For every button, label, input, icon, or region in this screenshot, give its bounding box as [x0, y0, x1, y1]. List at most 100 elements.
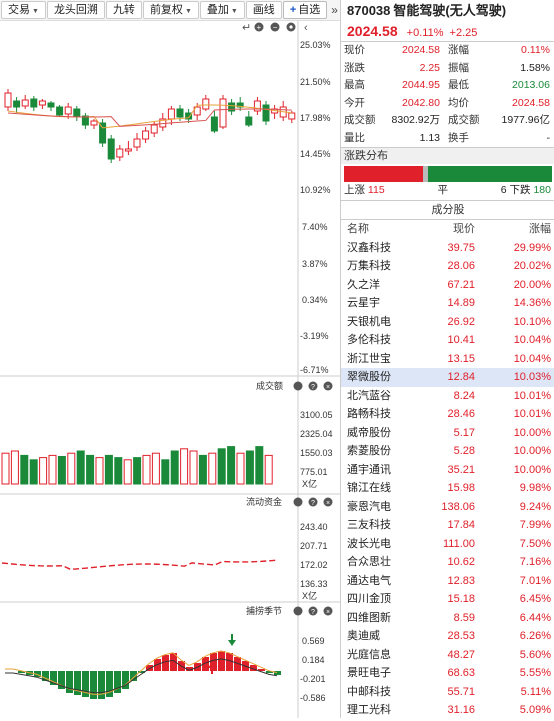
col-name[interactable]: 名称 [347, 223, 369, 235]
help-icon[interactable] [308, 497, 318, 507]
volume-axis-label: 775.01 [300, 467, 328, 477]
close-icon[interactable] [323, 497, 333, 507]
table-row[interactable]: 翠微股份 12.84 10.03% [341, 368, 554, 387]
stock-change: 5.09% [519, 704, 551, 716]
nine-turn-button[interactable]: 九转 [105, 1, 142, 19]
up-label: 上涨 [344, 184, 365, 196]
table-row[interactable]: 合众思壮 10.62 7.16% [341, 553, 554, 572]
table-row[interactable]: 光庭信息 48.27 5.60% [341, 646, 554, 665]
table-row[interactable]: 锦江在线 15.98 9.98% [341, 479, 554, 498]
add-watchlist-button[interactable]: + 自选 [282, 1, 328, 19]
chevron-left-icon[interactable]: ‹ [304, 22, 308, 34]
arrow-up-icon [208, 662, 216, 668]
settings-icon[interactable] [293, 606, 303, 616]
stock-change: 10.10% [513, 315, 551, 328]
stock-price: 5.17 [453, 426, 475, 439]
flow-axis: 243.40 207.71 172.02 136.33 X亿 [300, 522, 328, 601]
zoom-out-icon[interactable] [270, 22, 280, 32]
table-row[interactable]: 豪恩汽电 138.06 9.24% [341, 498, 554, 517]
table-row[interactable]: 多伦科技 10.41 10.04% [341, 331, 554, 350]
leader-backtrack-button[interactable]: 龙头回溯 [46, 1, 105, 19]
zoom-in-icon[interactable] [254, 22, 264, 32]
distribution-bar [344, 166, 552, 182]
table-row[interactable]: 北汽蓝谷 8.24 10.01% [341, 387, 554, 406]
volume-panel-header: 成交额 ? × [256, 380, 333, 391]
stat-value: 1977.96亿 [501, 114, 550, 126]
stock-price: 8.59 [453, 611, 475, 624]
flat-count: 6 [500, 184, 507, 196]
kline-chart[interactable]: ↵ + − ‹ 25.03% 21.50% 17.98% 14.45% 10.9… [0, 21, 340, 718]
stock-change: 6.26% [519, 630, 551, 642]
change-value: +2.25 [449, 27, 478, 39]
return-icon[interactable]: ↵ [242, 22, 251, 34]
osc-line-1 [5, 650, 278, 695]
table-row[interactable]: 四维图新 8.59 6.44% [341, 609, 554, 628]
stat-value: - [546, 131, 551, 144]
volume-axis-label: 3100.05 [300, 410, 333, 420]
up-bar [344, 166, 424, 182]
price-axis-label: 10.92% [300, 185, 331, 195]
col-change[interactable]: 涨幅 [529, 223, 551, 235]
osc-axis-label: -0.586 [300, 693, 326, 703]
settings-icon[interactable] [293, 497, 303, 507]
trade-button[interactable]: 交易 ▼ [1, 1, 46, 19]
flow-axis-unit: X亿 [302, 590, 317, 601]
table-row[interactable]: 景旺电子 68.63 5.55% [341, 664, 554, 683]
help-icon[interactable] [308, 606, 318, 616]
stock-price: 12.83 [447, 574, 475, 587]
table-row[interactable]: 通达电气 12.83 7.01% [341, 572, 554, 591]
index-header: 870038 智能驾驶(无人驾驶) [341, 0, 554, 21]
table-row[interactable]: 奥迪威 28.53 6.26% [341, 627, 554, 646]
table-row[interactable]: 通宇通讯 35.21 10.00% [341, 461, 554, 480]
stock-name: 豪恩汽电 [347, 500, 391, 513]
table-row[interactable]: 云星宇 14.89 14.36% [341, 294, 554, 313]
flow-axis-label: 207.71 [300, 541, 328, 551]
table-row[interactable]: 中邮科技 55.71 5.11% [341, 683, 554, 702]
stock-change: 5.60% [519, 648, 551, 661]
col-price[interactable]: 现价 [453, 223, 475, 235]
table-row[interactable]: 三友科技 17.84 7.99% [341, 516, 554, 535]
change-percent: +0.11% [406, 27, 444, 39]
stock-change: 7.01% [519, 574, 551, 587]
table-row[interactable]: 威帝股份 5.17 10.00% [341, 424, 554, 443]
svg-text:−: − [273, 23, 278, 32]
table-row[interactable]: 久之洋 67.21 20.00% [341, 276, 554, 295]
stock-name: 奥迪威 [347, 630, 380, 642]
price-axis-label: 25.03% [300, 40, 331, 50]
table-row[interactable]: 波长光电 111.00 7.50% [341, 535, 554, 554]
settings-icon[interactable] [293, 381, 303, 391]
chart-area[interactable]: ↵ + − ‹ 25.03% 21.50% 17.98% 14.45% 10.9… [0, 21, 340, 718]
draw-line-button[interactable]: 画线 [245, 1, 282, 19]
table-row[interactable]: 汉鑫科技 39.75 29.99% [341, 239, 554, 258]
stat-label: 振幅 [448, 61, 469, 74]
distribution-labels: 上涨 115 平 6 下跌 180 [341, 182, 554, 198]
osc-axis-label: -0.201 [300, 674, 326, 684]
stock-price: 12.84 [447, 371, 475, 383]
help-icon[interactable] [308, 381, 318, 391]
svg-text:?: ? [311, 384, 315, 391]
stock-name: 理工光科 [347, 704, 391, 716]
table-row[interactable]: 路畅科技 28.46 10.01% [341, 405, 554, 424]
more-icon[interactable]: » [331, 3, 338, 17]
stock-name: 光庭信息 [347, 648, 391, 661]
flat-bar [423, 166, 428, 182]
table-row[interactable]: 四川金顶 15.18 6.45% [341, 590, 554, 609]
table-row[interactable]: 理工光科 31.16 5.09% [341, 701, 554, 720]
overlay-button[interactable]: 叠加 ▼ [199, 1, 245, 19]
stock-price: 15.98 [447, 482, 475, 494]
osc-axis-label: 0.569 [302, 636, 325, 646]
table-row[interactable]: 索菱股份 5.28 10.00% [341, 442, 554, 461]
stock-change: 10.00% [513, 463, 551, 476]
candlestick-series [4, 89, 296, 163]
table-row[interactable]: 浙江世宝 13.15 10.04% [341, 350, 554, 369]
close-icon[interactable] [323, 381, 333, 391]
stock-price: 28.06 [447, 260, 475, 272]
adjust-mode-button[interactable]: 前复权 ▼ [142, 1, 199, 19]
table-row[interactable]: 天银机电 26.92 10.10% [341, 313, 554, 332]
stock-price: 111.00 [442, 537, 475, 550]
stat-value: 2.25 [419, 61, 440, 74]
stat-value: 2024.58 [402, 44, 440, 56]
stock-change: 10.00% [513, 445, 551, 457]
table-row[interactable]: 万集科技 28.06 20.02% [341, 257, 554, 276]
close-icon[interactable] [323, 606, 333, 616]
